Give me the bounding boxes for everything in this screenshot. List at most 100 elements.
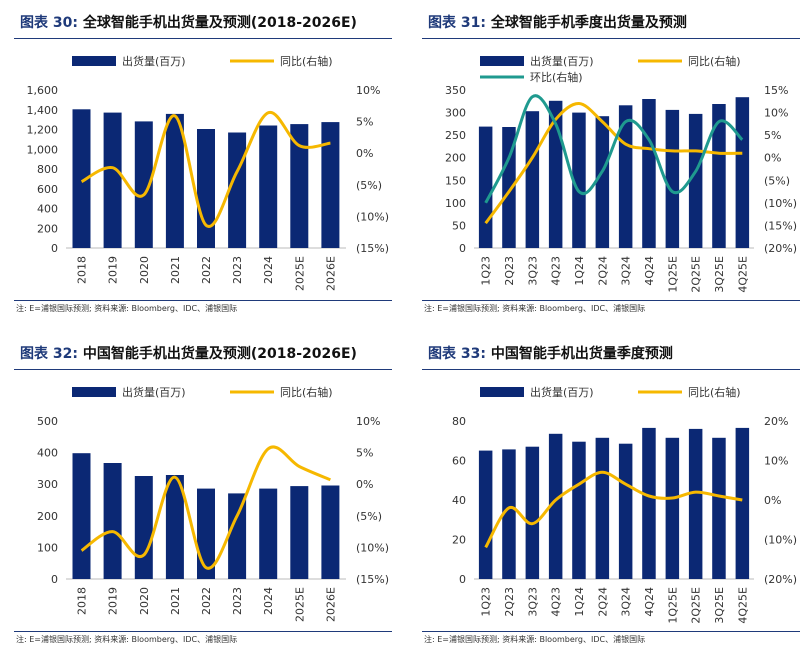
x-tick-label: 1Q25E	[666, 587, 679, 624]
bar	[321, 122, 340, 248]
y2-tick-label: (10%)	[356, 541, 389, 554]
figure-number: 图表 32:	[20, 346, 78, 362]
legend: 出货量(百万) 同比(右轴)	[480, 385, 741, 399]
y-tick-label: 1,600	[27, 84, 59, 97]
y2-tick-label: (5%)	[356, 510, 382, 523]
footer-rule	[422, 631, 800, 632]
x-tick-label: 1Q23	[480, 256, 493, 286]
x-tick-label: 2020	[138, 587, 151, 615]
source-note: 注: E=浦银国际预测; 资料来源: Bloomberg、IDC、浦银国际	[424, 635, 646, 644]
y-tick-label: 400	[37, 203, 58, 216]
y-tick-label: 200	[37, 222, 58, 235]
x-tick-label: 2021	[169, 256, 182, 284]
y-tick-label: 20	[452, 534, 466, 547]
bar	[688, 428, 703, 579]
figure-number: 图表 33:	[428, 346, 486, 362]
yoy-line	[80, 445, 331, 570]
x-tick-label: 4Q25E	[736, 256, 749, 293]
chart-title: 图表 33: 中国智能手机出货量季度预测	[428, 343, 673, 363]
bar	[228, 493, 247, 579]
y-tick-label: 50	[452, 219, 466, 232]
bar	[712, 437, 726, 579]
y2-tick-label: (10%)	[356, 210, 389, 223]
y-tick-label: 40	[452, 494, 466, 507]
y2-tick-label: 0%	[356, 147, 373, 160]
y-tick-label: 0	[51, 242, 58, 255]
bar	[259, 125, 278, 248]
yoy-line	[484, 102, 743, 225]
x-tick-label: 2Q24	[596, 256, 609, 286]
legend-label: 出货量(百万)	[530, 54, 594, 68]
legend-swatch-bar	[480, 387, 524, 397]
bar	[478, 126, 493, 248]
x-tick-label: 2Q23	[503, 256, 516, 286]
x-tick-label: 2023	[231, 256, 244, 284]
x-tick-label: 2Q25E	[690, 587, 703, 624]
y-tick-label: 60	[452, 455, 466, 468]
x-tick-label: 1Q24	[573, 256, 586, 286]
bar	[259, 488, 278, 579]
chart-panel-31: 图表 31: 全球智能手机季度出货量及预测 出货量(百万) 同比(右轴) 环比(右轴…	[408, 0, 806, 330]
x-tick-label: 4Q24	[643, 256, 656, 286]
x-tick-label: 2020	[138, 256, 151, 284]
x-tick-label: 2025E	[293, 256, 306, 291]
bar	[595, 116, 610, 248]
bar	[134, 121, 153, 248]
bar	[525, 446, 540, 579]
y-tick-label: 100	[445, 197, 466, 210]
y-tick-label: 200	[445, 152, 466, 165]
bar	[103, 463, 122, 579]
bar	[595, 437, 610, 579]
y2-tick-label: 10%	[764, 107, 788, 120]
bar	[712, 104, 726, 248]
legend-swatch-bar	[72, 387, 116, 397]
legend-label: 出货量(百万)	[530, 385, 594, 399]
y-tick-label: 0	[459, 573, 466, 586]
y2-tick-label: (10%)	[764, 197, 797, 210]
x-tick-label: 3Q24	[620, 256, 633, 286]
x-tick-label: 2019	[107, 587, 120, 615]
bar	[502, 127, 516, 248]
bar	[735, 97, 750, 248]
bar	[197, 129, 215, 248]
bar	[642, 427, 656, 579]
y2-tick-label: 10%	[356, 84, 380, 97]
x-tick-label: 4Q23	[550, 256, 563, 286]
legend-swatch-bar	[72, 56, 116, 66]
y-tick-label: 350	[445, 84, 466, 97]
yoy-line	[80, 111, 331, 228]
bar	[478, 450, 493, 579]
y2-tick-label: (15%)	[356, 242, 389, 255]
bar	[72, 109, 91, 248]
legend: 出货量(百万) 同比(右轴)	[72, 385, 333, 399]
x-tick-label: 4Q24	[643, 587, 656, 617]
y2-tick-label: (5%)	[356, 179, 382, 192]
y-tick-label: 0	[459, 242, 466, 255]
bar	[103, 112, 122, 248]
x-tick-label: 4Q23	[550, 587, 563, 617]
x-tick-label: 2021	[169, 587, 182, 615]
y-tick-label: 150	[445, 174, 466, 187]
bar	[134, 476, 153, 579]
bar	[572, 112, 586, 248]
yoy-line	[484, 470, 743, 549]
x-tick-label: 2023	[231, 587, 244, 615]
y-tick-label: 300	[445, 107, 466, 120]
legend-label: 环比(右轴)	[530, 70, 583, 84]
y2-tick-label: (20%)	[764, 573, 797, 586]
bar	[548, 433, 563, 579]
title-rule	[422, 369, 800, 370]
chart-svg: 出货量(百万) 同比(右轴) 0 20 40 60 80 (20%) (10%) 0% 10% 20%…	[452, 385, 797, 624]
x-tick-label: 2024	[262, 587, 275, 615]
qoq-line	[484, 94, 744, 204]
bar	[525, 111, 540, 248]
y2-tick-label: 10%	[764, 455, 788, 468]
x-tick-label: 2Q23	[503, 587, 516, 617]
chart-title: 图表 31: 全球智能手机季度出货量及预测	[428, 12, 687, 32]
y2-tick-label: 5%	[356, 116, 373, 129]
bar	[290, 486, 309, 579]
legend-swatch-bar	[480, 56, 524, 66]
legend-label: 同比(右轴)	[280, 385, 333, 399]
y-tick-label: 300	[37, 478, 58, 491]
y-tick-label: 1,200	[27, 124, 59, 137]
